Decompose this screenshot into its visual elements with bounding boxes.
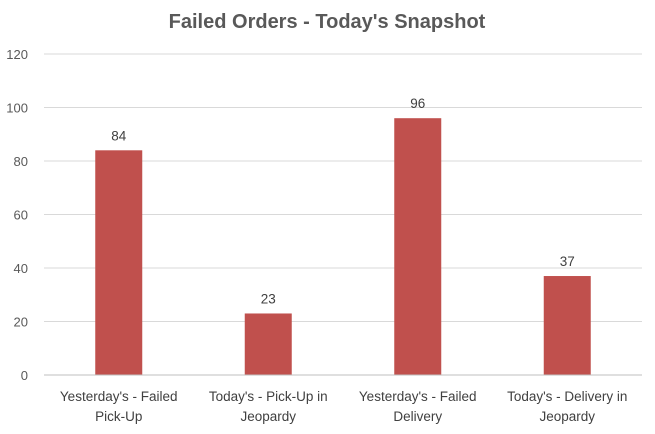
x-category-label: Today's - Delivery in xyxy=(507,389,627,404)
x-category-label: Jeopardy xyxy=(539,409,595,424)
x-axis-categories: Yesterday's - Failed Pick-Up Today's - Pic… xyxy=(60,389,628,424)
y-tick-label: 20 xyxy=(14,315,28,330)
y-tick-label: 80 xyxy=(14,154,28,169)
x-category-label: Delivery xyxy=(393,409,442,424)
bar xyxy=(95,150,143,375)
x-category-label: Today's - Pick-Up in xyxy=(209,389,328,404)
data-label: 23 xyxy=(261,291,276,306)
x-category-label: Yesterday's - Failed xyxy=(60,389,178,404)
bar xyxy=(394,118,442,375)
y-axis-ticks: 0 20 40 60 80 100 120 xyxy=(6,47,28,383)
bar xyxy=(543,276,591,375)
data-labels: 84 23 96 37 xyxy=(111,96,575,306)
y-tick-label: 100 xyxy=(6,101,28,116)
x-category-label: Yesterday's - Failed xyxy=(359,389,477,404)
data-label: 84 xyxy=(111,128,127,143)
y-tick-label: 40 xyxy=(14,261,28,276)
y-tick-label: 0 xyxy=(21,368,28,383)
chart-title: Failed Orders - Today's Snapshot xyxy=(169,11,486,33)
gridlines xyxy=(44,53,642,322)
bar xyxy=(244,313,292,375)
x-category-label: Jeopardy xyxy=(240,409,296,424)
y-tick-label: 60 xyxy=(14,208,28,223)
data-label: 37 xyxy=(560,254,575,269)
y-tick-label: 120 xyxy=(6,47,28,62)
x-category-label: Pick-Up xyxy=(95,409,142,424)
bars xyxy=(95,118,591,375)
data-label: 96 xyxy=(410,96,425,111)
